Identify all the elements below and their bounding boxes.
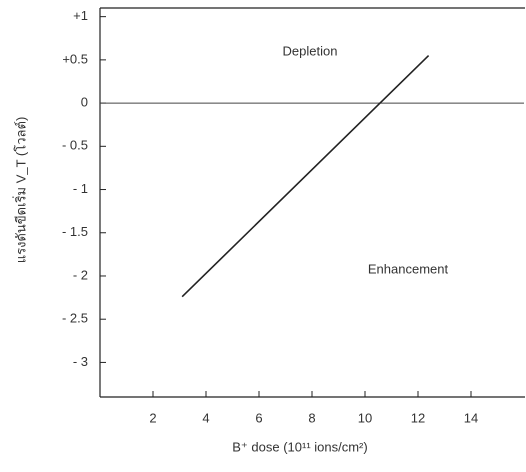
- y-tick-label: +0.5: [62, 51, 88, 66]
- y-tick-label: - 2: [73, 267, 88, 282]
- annotation: Enhancement: [368, 261, 449, 276]
- x-tick-label: 12: [411, 410, 425, 425]
- x-tick-label: 6: [255, 410, 262, 425]
- y-axis-label: แรงดันขีดเริ่ม V_T (โวลต์): [12, 117, 28, 264]
- y-tick-label: 0: [81, 95, 88, 110]
- chart: Depletion Enhancement B⁺ dose (10¹¹ ions…: [0, 0, 526, 472]
- x-tick-label: 8: [308, 410, 315, 425]
- y-tick-label: - 0.5: [62, 138, 88, 153]
- x-tick-label: 14: [464, 410, 478, 425]
- x-tick-label: 2: [149, 410, 156, 425]
- y-tick-label: - 2.5: [62, 311, 88, 326]
- y-tick-label: - 3: [73, 354, 88, 369]
- x-tick-label: 4: [202, 410, 209, 425]
- y-tick-label: - 1: [73, 181, 88, 196]
- x-tick-label: 10: [358, 410, 372, 425]
- y-tick-label: - 1.5: [62, 224, 88, 239]
- x-axis-label: B⁺ dose (10¹¹ ions/cm²): [232, 439, 367, 454]
- annotation: Depletion: [283, 43, 338, 58]
- y-tick-label: +1: [73, 8, 88, 23]
